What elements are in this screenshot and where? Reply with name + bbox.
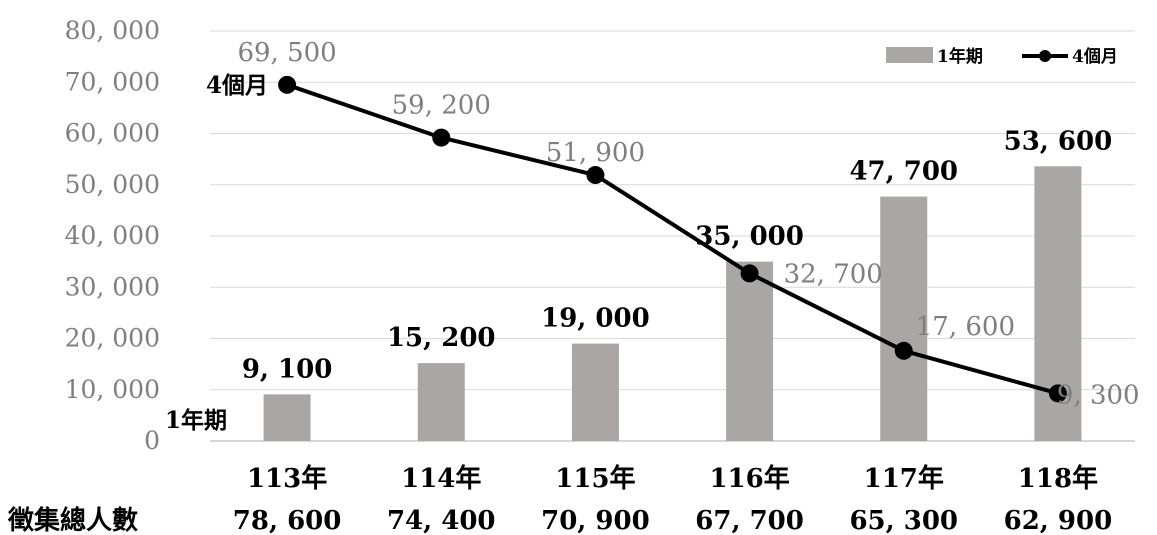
line-path [286, 82, 1059, 396]
bar-label-2: 19, 000 [541, 304, 650, 334]
x-tick-label-1: 114年 [401, 463, 481, 494]
y-tick-label-8: 80, 000 [65, 16, 160, 45]
x-tick-label-3: 116年 [709, 463, 789, 494]
bar-0 [263, 394, 311, 441]
legend-line-label: 4個月 [1072, 46, 1118, 67]
line-label-2: 51, 900 [546, 138, 645, 168]
x-tick-label-2: 115年 [555, 463, 635, 494]
line-series-4-months: 69, 500 59, 200 51, 900 32, 700 17, 600 9, 30… [237, 38, 1139, 411]
line-point-1 [432, 128, 451, 147]
y-tick-label-2: 20, 000 [65, 324, 160, 353]
line-point-2 [586, 166, 605, 185]
y-tick-label-4: 40, 000 [65, 221, 160, 250]
bar-1 [417, 363, 465, 441]
y-tick-label-0: 0 [144, 426, 160, 455]
totals-label: 徵集總人數 [7, 505, 138, 535]
line-label-4: 17, 600 [916, 312, 1015, 342]
bar-label-5: 53, 600 [1004, 126, 1113, 156]
line-label-5: 9, 300 [1057, 380, 1140, 410]
gridlines [210, 30, 1135, 442]
total-value-5: 62, 900 [1004, 506, 1113, 535]
bar-3 [726, 261, 774, 441]
y-tick-label-5: 50, 000 [65, 170, 160, 199]
line-label-3: 32, 700 [784, 259, 883, 289]
total-value-4: 65, 300 [849, 506, 958, 535]
line-series-label: 4個月 [206, 72, 268, 99]
total-value-1: 74, 400 [387, 506, 496, 535]
line-point-5 [1048, 384, 1067, 403]
line-point-4 [894, 341, 913, 360]
bar-series-label: 1年期 [165, 407, 227, 434]
bar-label-3: 35, 000 [695, 222, 804, 252]
line-label-0: 69, 500 [237, 38, 336, 68]
bar-label-4: 47, 700 [849, 157, 958, 187]
bar-4 [880, 196, 928, 441]
x-axis-ticks: 113年 114年 115年 116年 117年 118年 [247, 463, 1098, 494]
total-value-3: 67, 700 [695, 506, 804, 535]
bar-series-1-year: 9, 100 15, 200 19, 000 35, 000 47, 700 53, 60… [242, 126, 1113, 442]
y-tick-label-1: 10, 000 [65, 375, 160, 404]
bar-2 [571, 343, 619, 441]
legend: 1年期 4個月 [886, 46, 1118, 67]
legend-line-marker [1039, 50, 1051, 62]
x-tick-label-5: 118年 [1018, 463, 1098, 494]
legend-bar-label: 1年期 [937, 46, 983, 67]
total-value-2: 70, 900 [541, 506, 650, 535]
y-axis-ticks: 0 10, 000 20, 000 30, 000 40, 000 50, 000 60, … [65, 16, 160, 455]
total-value-0: 78, 600 [233, 506, 342, 535]
totals-row: 78, 600 74, 400 70, 900 67, 700 65, 300 62, 9… [233, 506, 1112, 535]
legend-bar-swatch [886, 47, 933, 63]
y-tick-label-3: 30, 000 [65, 272, 160, 301]
x-tick-label-4: 117年 [864, 463, 944, 494]
y-tick-label-6: 60, 000 [65, 119, 160, 148]
x-tick-label-0: 113年 [247, 463, 327, 494]
line-point-3 [740, 264, 759, 283]
bar-label-0: 9, 100 [242, 354, 332, 384]
y-tick-label-7: 70, 000 [65, 67, 160, 96]
line-point-0 [278, 75, 297, 94]
line-label-1: 59, 200 [392, 91, 491, 121]
bar-label-1: 15, 200 [387, 323, 496, 353]
